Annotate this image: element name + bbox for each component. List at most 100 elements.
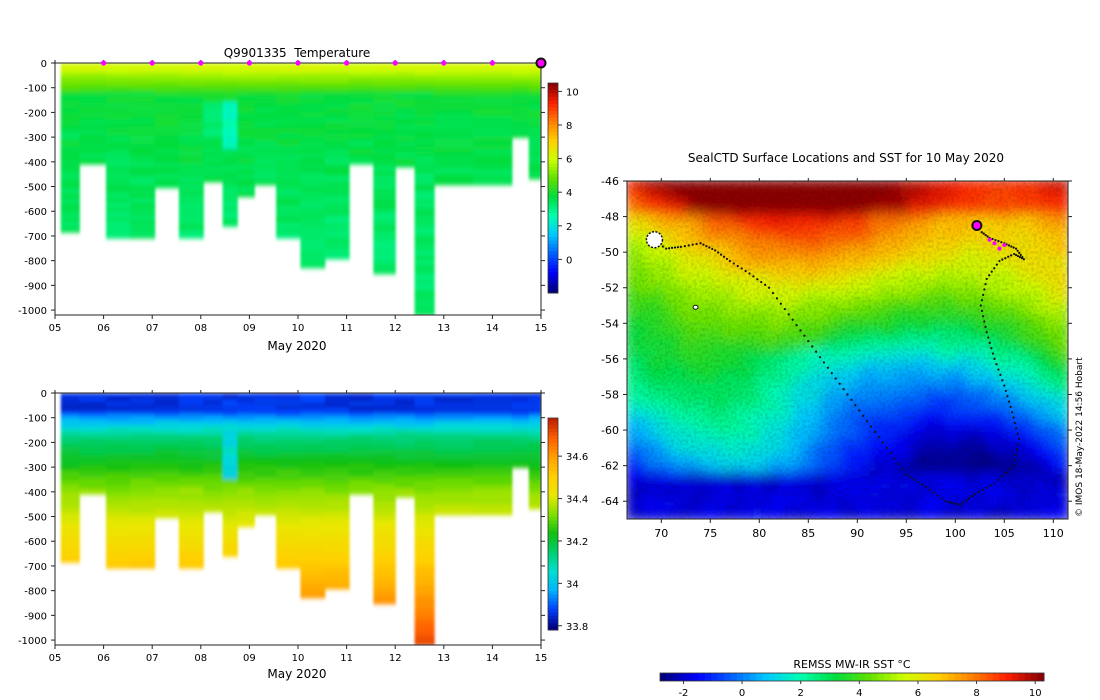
colorbar-segment xyxy=(548,268,558,273)
profile-cell xyxy=(237,407,255,412)
colorbar-segment xyxy=(548,569,558,574)
y-tick-label: 0 xyxy=(41,389,47,400)
profile-cell xyxy=(154,499,180,504)
profile-cell xyxy=(154,467,180,471)
profile-cell xyxy=(178,419,204,424)
profile-cell xyxy=(434,428,474,433)
profile-cell xyxy=(130,476,156,480)
profile-cell xyxy=(130,431,156,436)
profile-cell xyxy=(434,419,474,424)
profile-cell xyxy=(203,493,224,498)
track-point xyxy=(999,373,1002,377)
profile-cell xyxy=(373,137,396,141)
profile-cell xyxy=(60,419,80,424)
profile-cell xyxy=(154,131,180,135)
profile-cell xyxy=(222,178,238,183)
profile-cell xyxy=(237,68,255,73)
profile-cell xyxy=(414,172,435,177)
profile-cell xyxy=(434,160,474,165)
track-point xyxy=(768,286,771,289)
profile-cell xyxy=(237,452,255,457)
profile-cell xyxy=(130,505,156,510)
colorbar-segment xyxy=(788,673,795,681)
profile-cell xyxy=(276,151,302,156)
colorbar-segment xyxy=(548,230,558,234)
profile-cell xyxy=(395,443,416,448)
profile-cell xyxy=(395,101,416,106)
profile-cell xyxy=(178,181,204,186)
profile-cell xyxy=(528,440,541,445)
profile-cell xyxy=(178,154,204,159)
profile-cell xyxy=(254,473,277,477)
profile-cell xyxy=(254,407,277,412)
profile-cell xyxy=(414,585,435,590)
profile-cell xyxy=(395,416,416,421)
profile-cell xyxy=(79,437,107,442)
profile-cell xyxy=(106,443,131,448)
colorbar-segment xyxy=(548,566,558,571)
profile-cell xyxy=(60,74,80,79)
profile-cell xyxy=(130,437,156,442)
lon-tick-label: 80 xyxy=(752,527,766,540)
profile-cell xyxy=(222,131,238,135)
profile-cell xyxy=(130,464,156,468)
profile-cell xyxy=(472,92,513,97)
profile-cell xyxy=(472,71,513,76)
track-point xyxy=(993,267,996,270)
profile-cell xyxy=(106,231,131,236)
profile-cell xyxy=(324,481,350,486)
profile-cell xyxy=(154,80,180,85)
colorbar-segment xyxy=(548,425,558,430)
track-point xyxy=(1009,468,1012,471)
profile-cell xyxy=(222,455,238,460)
profile-cell xyxy=(222,89,238,94)
profile-cell xyxy=(414,223,435,227)
profile-cell xyxy=(434,410,474,415)
profile-cell xyxy=(222,490,238,495)
profile-cell xyxy=(472,101,513,106)
profile-cell xyxy=(300,101,326,106)
profile-cell xyxy=(373,561,396,566)
profile-cell xyxy=(528,476,541,480)
profile-cell xyxy=(395,125,416,130)
profile-cell xyxy=(276,473,302,477)
profile-cell xyxy=(222,175,238,180)
profile-cell xyxy=(178,520,204,525)
profile-cell xyxy=(511,401,530,406)
profile-cell xyxy=(414,95,435,100)
profile-cell xyxy=(60,559,80,563)
profile-cell xyxy=(130,467,156,471)
colorbar-segment xyxy=(548,160,558,164)
profile-cell xyxy=(79,395,107,400)
profile-cell xyxy=(276,160,302,165)
profile-markers xyxy=(101,57,547,69)
profile-cell xyxy=(203,101,224,106)
profile-cell xyxy=(472,443,513,448)
profile-cell xyxy=(324,86,350,91)
profile-cell xyxy=(324,249,350,254)
profile-cell xyxy=(276,413,302,418)
profile-cell xyxy=(222,452,238,457)
profile-cell xyxy=(130,77,156,82)
colorbar-segment xyxy=(743,673,751,681)
profile-cell xyxy=(300,404,326,409)
profile-cell xyxy=(178,511,204,516)
profile-cell xyxy=(349,107,374,112)
profile-cell xyxy=(414,505,435,510)
profile-cell xyxy=(178,410,204,415)
profile-cell xyxy=(414,237,435,242)
profile-cell xyxy=(130,398,156,403)
profile-cell xyxy=(472,125,513,130)
profile-cell xyxy=(237,92,255,97)
profile-cell xyxy=(300,95,326,100)
profile-cell xyxy=(237,172,255,177)
profile-cell xyxy=(414,582,435,587)
profile-cell xyxy=(106,190,131,195)
profile-column xyxy=(434,393,474,516)
profile-cell xyxy=(106,449,131,454)
profile-column xyxy=(373,63,396,275)
profile-cell xyxy=(254,395,277,400)
profile-cell xyxy=(203,110,224,115)
profile-cell xyxy=(130,484,156,489)
profile-cell xyxy=(395,95,416,100)
